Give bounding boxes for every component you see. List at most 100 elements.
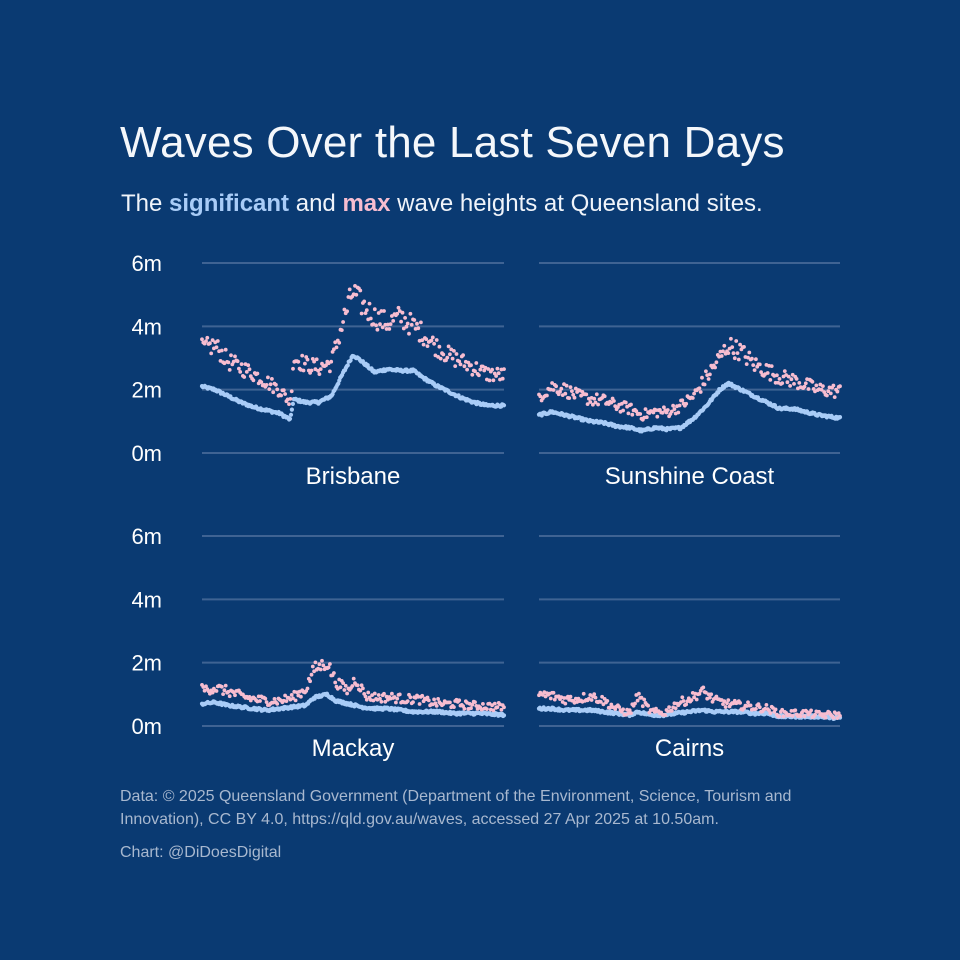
point-max xyxy=(589,698,594,702)
point-max xyxy=(692,695,696,700)
point-max xyxy=(626,411,631,416)
point-max xyxy=(347,287,352,292)
point-max xyxy=(726,351,731,355)
point-max xyxy=(383,699,388,704)
point-max xyxy=(621,408,625,413)
point-max xyxy=(832,395,837,399)
point-max xyxy=(259,380,264,384)
point-max xyxy=(200,337,204,342)
point-max xyxy=(223,347,228,352)
point-max xyxy=(735,351,740,355)
point-max xyxy=(390,691,394,696)
point-max xyxy=(813,712,817,717)
point-max xyxy=(462,364,467,369)
point-max xyxy=(303,361,307,366)
point-max xyxy=(752,368,757,372)
point-significant xyxy=(290,401,295,406)
point-max xyxy=(430,335,435,340)
point-max xyxy=(642,697,647,702)
point-max xyxy=(293,698,298,703)
point-max xyxy=(281,388,286,393)
point-max xyxy=(378,322,382,327)
panel-cairns: Cairns xyxy=(536,535,843,762)
point-max xyxy=(326,665,331,670)
point-max xyxy=(233,693,237,698)
point-max xyxy=(790,372,795,377)
point-max xyxy=(420,338,425,343)
point-max xyxy=(684,702,689,707)
point-max xyxy=(452,705,456,709)
series-max xyxy=(537,336,842,422)
point-max xyxy=(819,387,824,392)
point-max xyxy=(780,707,785,712)
point-max xyxy=(376,693,381,697)
point-max xyxy=(502,367,506,371)
point-max xyxy=(680,695,685,700)
point-max xyxy=(434,704,439,708)
point-max xyxy=(400,310,405,315)
point-max xyxy=(453,364,458,368)
point-max xyxy=(567,396,572,400)
y-tick-label: 4m xyxy=(131,587,162,612)
point-max xyxy=(379,309,384,313)
point-max xyxy=(445,355,450,360)
point-max xyxy=(210,690,215,695)
point-max xyxy=(698,390,703,394)
panel-label: Brisbane xyxy=(306,463,401,490)
point-max xyxy=(404,324,409,329)
chart-title: Waves Over the Last Seven Days xyxy=(120,118,785,167)
point-max xyxy=(684,401,689,406)
point-max xyxy=(384,327,389,331)
point-max xyxy=(270,377,274,381)
point-max xyxy=(794,377,799,381)
point-max xyxy=(669,708,674,713)
point-max xyxy=(364,697,369,702)
point-max xyxy=(585,402,590,406)
point-max xyxy=(629,711,633,715)
point-max xyxy=(629,402,633,407)
series-max xyxy=(537,685,842,720)
point-max xyxy=(747,350,752,355)
point-max xyxy=(593,695,598,700)
point-max xyxy=(358,288,363,293)
point-max xyxy=(588,400,593,404)
point-max xyxy=(308,679,312,684)
point-max xyxy=(750,356,754,361)
point-max xyxy=(792,382,796,386)
point-max xyxy=(388,322,393,326)
point-max xyxy=(403,316,407,320)
chart-credit: Chart: @DiDoesDigital xyxy=(120,844,282,861)
point-max xyxy=(754,357,758,362)
point-max xyxy=(320,658,324,663)
point-max xyxy=(233,354,237,359)
point-max xyxy=(757,705,762,710)
subtitle-post: wave heights at Queensland sites. xyxy=(397,190,763,217)
point-max xyxy=(602,697,607,701)
point-max xyxy=(492,701,497,706)
point-max xyxy=(457,698,462,703)
point-max xyxy=(382,309,386,313)
point-max xyxy=(425,695,430,700)
panel-mackay: Mackay xyxy=(199,535,507,762)
point-max xyxy=(291,696,295,701)
point-max xyxy=(637,691,641,696)
point-max xyxy=(266,375,270,380)
point-max xyxy=(274,382,278,387)
point-max xyxy=(499,707,504,712)
point-max xyxy=(502,705,506,710)
point-max xyxy=(339,328,344,332)
point-max xyxy=(545,393,549,398)
point-max xyxy=(828,391,833,396)
point-max xyxy=(738,701,742,705)
point-max xyxy=(366,690,371,695)
point-max xyxy=(405,699,410,703)
point-max xyxy=(416,326,421,331)
point-max xyxy=(305,357,310,362)
point-max xyxy=(342,688,347,692)
point-max xyxy=(496,371,501,376)
point-max xyxy=(700,375,704,380)
point-max xyxy=(697,692,702,696)
point-max xyxy=(312,359,316,364)
point-max xyxy=(635,698,640,703)
